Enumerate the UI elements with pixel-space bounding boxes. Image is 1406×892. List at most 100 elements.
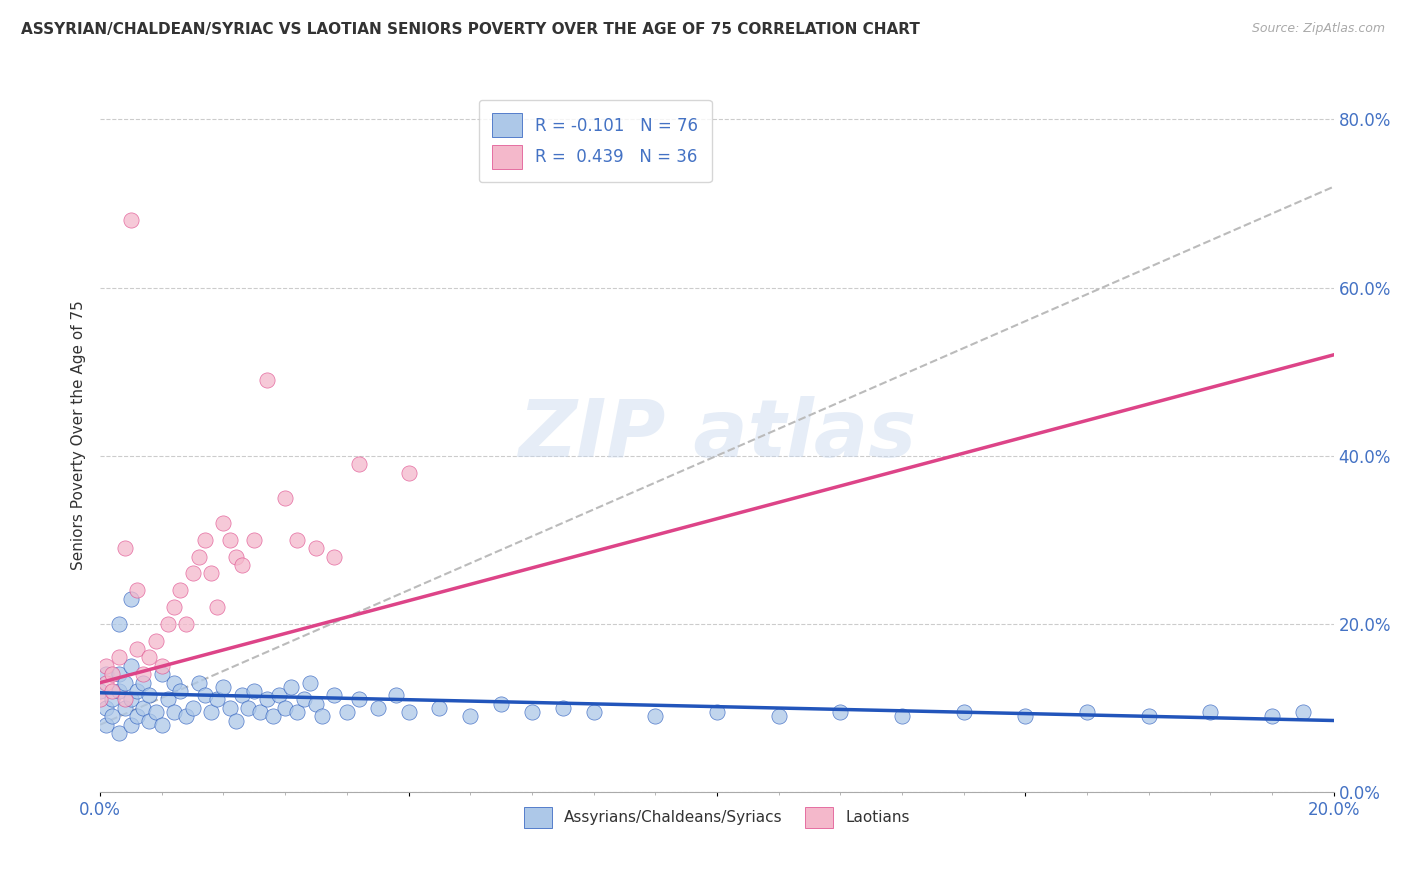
Point xyxy=(138,714,160,728)
Point xyxy=(706,705,728,719)
Point xyxy=(1199,705,1222,719)
Point xyxy=(305,541,328,556)
Point xyxy=(305,697,328,711)
Point xyxy=(120,591,142,606)
Legend: Assyrians/Chaldeans/Syriacs, Laotians: Assyrians/Chaldeans/Syriacs, Laotians xyxy=(517,800,915,834)
Point xyxy=(150,667,173,681)
Point xyxy=(1076,705,1098,719)
Point xyxy=(156,692,179,706)
Point xyxy=(256,373,278,387)
Point xyxy=(132,667,155,681)
Point xyxy=(127,709,149,723)
Point xyxy=(181,701,204,715)
Point xyxy=(262,709,284,723)
Point xyxy=(347,692,370,706)
Point xyxy=(212,680,235,694)
Point xyxy=(169,583,191,598)
Point xyxy=(132,675,155,690)
Point xyxy=(520,705,543,719)
Point xyxy=(187,675,209,690)
Point xyxy=(582,705,605,719)
Point xyxy=(96,675,118,690)
Point xyxy=(145,633,167,648)
Point xyxy=(96,717,118,731)
Point xyxy=(218,701,240,715)
Point xyxy=(107,726,129,740)
Point xyxy=(231,558,253,572)
Point xyxy=(96,658,118,673)
Point xyxy=(243,533,266,547)
Point xyxy=(298,675,321,690)
Point xyxy=(176,709,198,723)
Point xyxy=(207,600,229,615)
Point xyxy=(114,692,136,706)
Point xyxy=(274,491,297,505)
Point xyxy=(101,667,124,681)
Point xyxy=(114,701,136,715)
Point xyxy=(256,692,278,706)
Point xyxy=(768,709,790,723)
Point xyxy=(292,692,315,706)
Point xyxy=(163,675,186,690)
Point xyxy=(212,516,235,530)
Point xyxy=(952,705,974,719)
Point xyxy=(274,701,297,715)
Point xyxy=(1261,709,1284,723)
Point xyxy=(120,692,142,706)
Point xyxy=(367,701,389,715)
Point xyxy=(458,709,481,723)
Point xyxy=(107,616,129,631)
Point xyxy=(200,566,222,581)
Point xyxy=(181,566,204,581)
Point xyxy=(644,709,666,723)
Point xyxy=(187,549,209,564)
Point xyxy=(287,705,309,719)
Point xyxy=(138,688,160,702)
Point xyxy=(287,533,309,547)
Point xyxy=(249,705,271,719)
Point xyxy=(398,466,420,480)
Point xyxy=(336,705,359,719)
Point xyxy=(163,600,186,615)
Text: ZIP atlas: ZIP atlas xyxy=(517,396,915,474)
Point xyxy=(107,650,129,665)
Point xyxy=(218,533,240,547)
Point xyxy=(385,688,408,702)
Point xyxy=(1292,705,1315,719)
Point xyxy=(1014,709,1036,723)
Point xyxy=(96,667,118,681)
Point xyxy=(114,675,136,690)
Point xyxy=(89,692,111,706)
Point xyxy=(150,717,173,731)
Point xyxy=(347,457,370,471)
Point xyxy=(243,684,266,698)
Point xyxy=(101,692,124,706)
Point xyxy=(225,549,247,564)
Point xyxy=(101,684,124,698)
Point xyxy=(120,213,142,227)
Y-axis label: Seniors Poverty Over the Age of 75: Seniors Poverty Over the Age of 75 xyxy=(72,300,86,570)
Point xyxy=(120,717,142,731)
Point xyxy=(163,705,186,719)
Point xyxy=(194,533,217,547)
Point xyxy=(96,701,118,715)
Point xyxy=(890,709,912,723)
Point xyxy=(398,705,420,719)
Point xyxy=(107,667,129,681)
Text: Source: ZipAtlas.com: Source: ZipAtlas.com xyxy=(1251,22,1385,36)
Point xyxy=(489,697,512,711)
Point xyxy=(150,658,173,673)
Text: ASSYRIAN/CHALDEAN/SYRIAC VS LAOTIAN SENIORS POVERTY OVER THE AGE OF 75 CORRELATI: ASSYRIAN/CHALDEAN/SYRIAC VS LAOTIAN SENI… xyxy=(21,22,920,37)
Point xyxy=(127,583,149,598)
Point xyxy=(156,616,179,631)
Point xyxy=(236,701,259,715)
Point xyxy=(114,541,136,556)
Point xyxy=(267,688,290,702)
Point xyxy=(132,701,155,715)
Point xyxy=(323,688,346,702)
Point xyxy=(127,684,149,698)
Point xyxy=(107,684,129,698)
Point xyxy=(120,658,142,673)
Point xyxy=(311,709,333,723)
Point xyxy=(101,709,124,723)
